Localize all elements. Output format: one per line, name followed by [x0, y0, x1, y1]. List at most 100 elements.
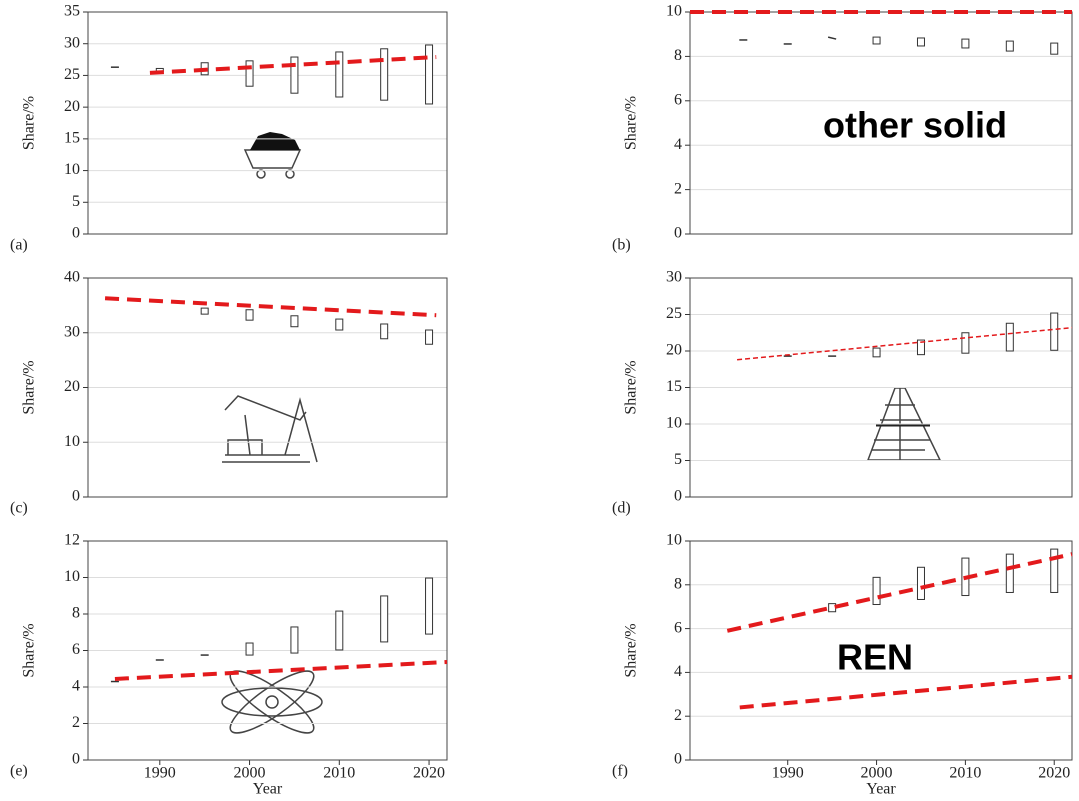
y-tick-label: 0: [674, 488, 682, 505]
plot-frame: [689, 540, 1073, 761]
range-box: [290, 315, 299, 328]
range-box: [1005, 322, 1014, 352]
x-tick-label: 2020: [1038, 765, 1070, 782]
y-tick-label: 4: [674, 136, 682, 153]
range-box: [872, 576, 881, 606]
trend-line: [149, 55, 437, 75]
y-tick-label: 25: [666, 305, 682, 322]
y-tick-label: 20: [666, 342, 682, 359]
range-box: [335, 51, 344, 98]
y-tick-label: 12: [64, 532, 80, 549]
y-axis-label: Share/%: [623, 623, 640, 677]
icons: [221, 132, 942, 734]
panel-label: (c): [10, 500, 28, 517]
trend-line: [726, 552, 1073, 633]
range-box: [245, 60, 254, 87]
range-box: [1005, 40, 1014, 52]
panel: 0 10 20 30 40 Share/% (c): [10, 269, 448, 517]
range-box: [872, 347, 881, 358]
panel: 0 2 4 6 8 10 Share/% (b) other solid: [612, 3, 1073, 254]
x-tick-label: 2010: [323, 765, 355, 782]
y-tick-label: 20: [64, 98, 80, 115]
range-box: [290, 626, 299, 654]
y-tick-label: 0: [72, 488, 80, 505]
panel: 0 2 4 6 8 10 1990 2000 2010 2020 Share/% (f) Year REN: [612, 532, 1073, 798]
range-box: [1050, 42, 1059, 55]
x-tick-label: 2000: [234, 765, 266, 782]
pumpjack-icon: [222, 395, 318, 463]
x-axis-label: Year: [253, 781, 283, 798]
range-box: [1050, 312, 1059, 351]
x-tick-label: 2010: [949, 765, 981, 782]
x-tick-label: 2000: [861, 765, 893, 782]
y-tick-label: 10: [64, 568, 80, 585]
y-tick-label: 40: [64, 269, 80, 286]
panel-label: (e): [10, 763, 28, 780]
y-tick-label: 15: [64, 130, 80, 147]
range-box: [1050, 548, 1059, 593]
panel: 0 5 10 15 20 25 30 Share/% (d): [612, 269, 1073, 517]
plot-frame: [87, 11, 448, 235]
y-axis-label: Share/%: [623, 96, 640, 150]
range-box: [1005, 553, 1014, 593]
y-axis-label: Share/%: [21, 96, 38, 150]
plot-frame: [689, 277, 1073, 498]
panel: 0 5 10 15 20 25 30 35 Share/% (a): [10, 3, 448, 254]
x-tick-label: 2020: [413, 765, 445, 782]
y-tick-label: 4: [72, 678, 80, 695]
annotation: other solid: [823, 105, 1007, 146]
y-tick-label: 30: [666, 269, 682, 286]
trend-line: [739, 674, 1073, 710]
range-box: [916, 37, 925, 47]
range-box: [425, 44, 434, 105]
y-tick-label: 0: [72, 225, 80, 242]
range-box: [335, 318, 344, 331]
y-axis-label: Share/%: [21, 623, 38, 677]
y-tick-label: 2: [674, 707, 682, 724]
panel-label: (b): [612, 237, 631, 254]
y-tick-label: 2: [674, 180, 682, 197]
range-box: [425, 577, 434, 635]
y-tick-label: 8: [674, 47, 682, 64]
y-tick-label: 5: [674, 451, 682, 468]
panel-label: (f): [612, 763, 628, 780]
y-tick-label: 10: [666, 3, 682, 20]
y-tick-label: 10: [64, 433, 80, 450]
y-tick-label: 15: [666, 378, 682, 395]
range-box: [200, 307, 209, 315]
range-box: [916, 339, 925, 356]
range-box: [425, 329, 434, 345]
y-tick-label: 0: [72, 751, 80, 768]
y-tick-label: 8: [674, 575, 682, 592]
y-tick-label: 6: [674, 91, 682, 108]
y-tick-label: 6: [674, 619, 682, 636]
range-box: [380, 323, 389, 340]
y-tick-label: 5: [72, 193, 80, 210]
annotation: REN: [837, 637, 913, 678]
x-tick-label: 1990: [144, 765, 176, 782]
x-axis-label: Year: [866, 781, 896, 798]
y-tick-label: 6: [72, 641, 80, 658]
y-tick-label: 30: [64, 323, 80, 340]
coal-cart-icon: [243, 132, 302, 179]
range-box: [335, 610, 344, 651]
range-box: [828, 603, 837, 613]
range-box: [916, 566, 925, 600]
range-box: [961, 332, 970, 354]
y-tick-label: 30: [64, 34, 80, 51]
trend-line: [114, 659, 448, 681]
y-tick-label: 0: [674, 225, 682, 242]
trend-line: [737, 326, 1073, 361]
range-box: [380, 595, 389, 643]
plot-frame: [689, 11, 1073, 235]
range-box: [380, 48, 389, 101]
x-tick-label: 1990: [772, 765, 804, 782]
y-tick-label: 10: [64, 161, 80, 178]
range-box: [245, 309, 254, 321]
range-dash: [827, 36, 837, 40]
panel: 0 2 4 6 8 10 12 1990 2000 2010 2020 Share/% (e) Year: [10, 532, 448, 798]
plot-frame: [87, 540, 448, 761]
y-tick-label: 20: [64, 378, 80, 395]
y-tick-label: 25: [64, 66, 80, 83]
